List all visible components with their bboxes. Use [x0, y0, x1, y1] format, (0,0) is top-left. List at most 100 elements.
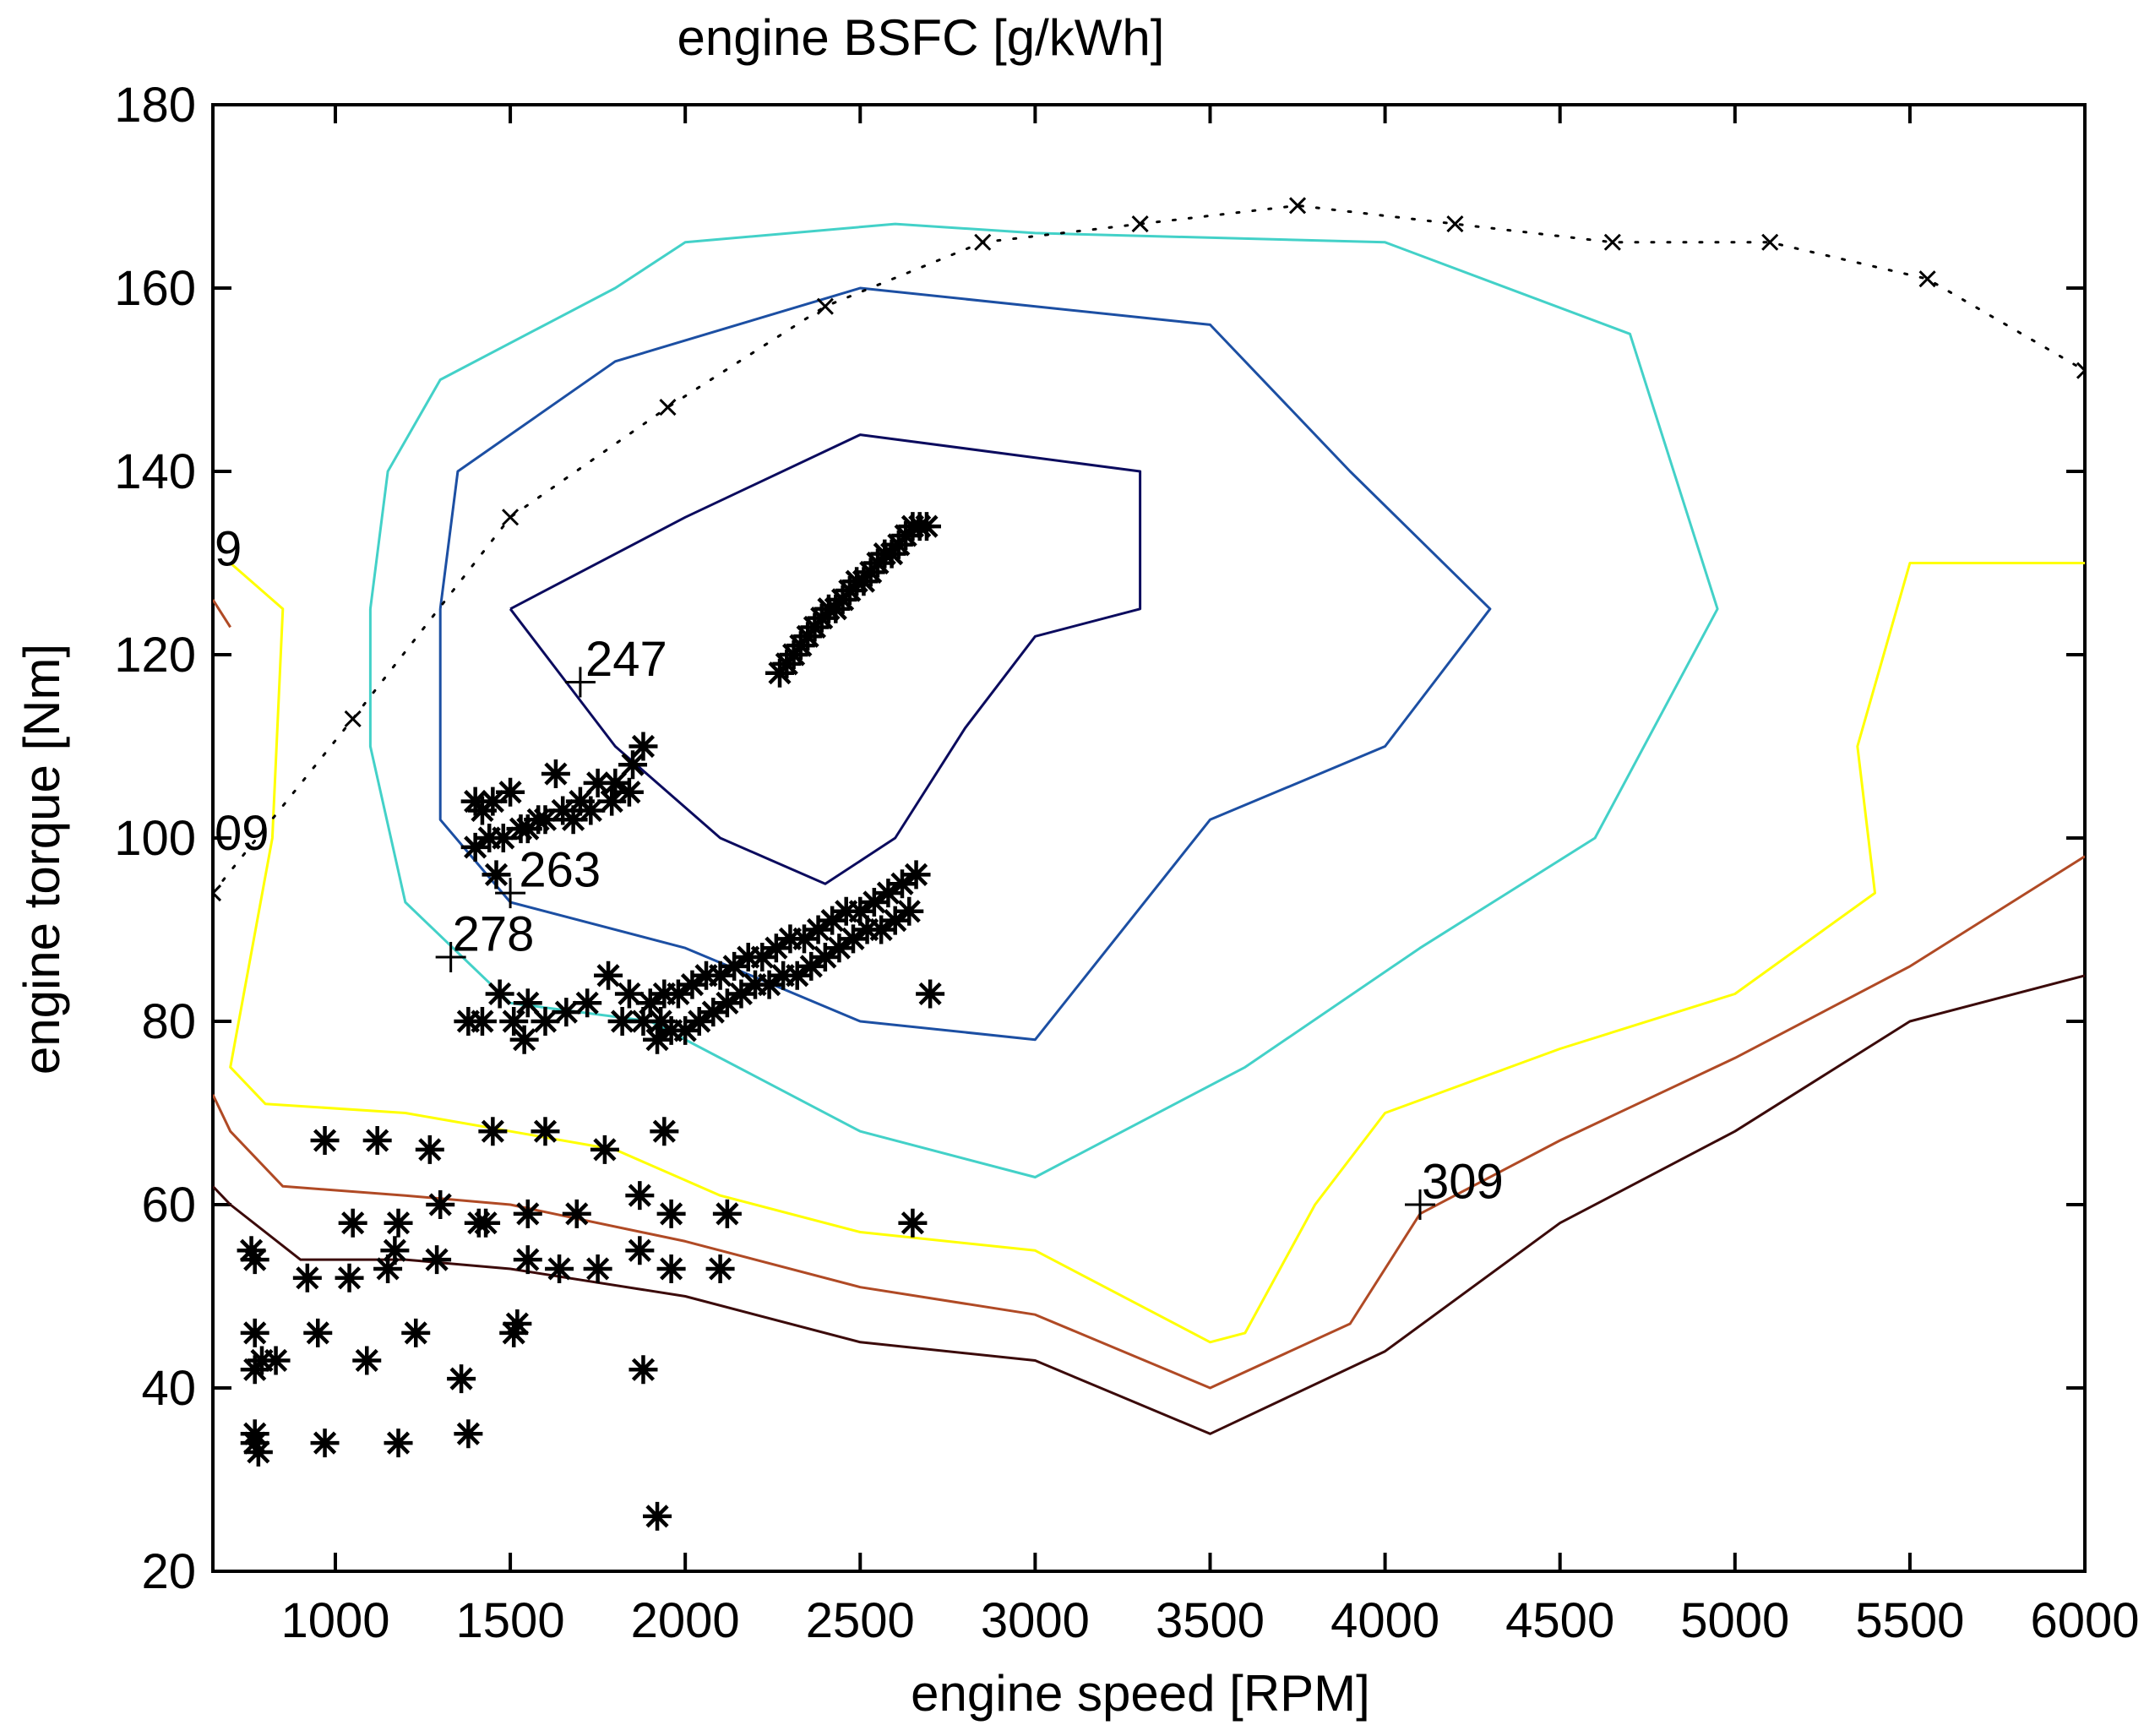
label-cross-marker [564, 667, 596, 698]
operating-point-marker [656, 1199, 686, 1228]
operating-point-marker [782, 961, 812, 990]
y-tick-label: 120 [114, 628, 196, 683]
operating-point-marker [594, 961, 623, 990]
operating-point-marker [558, 805, 588, 835]
operating-point-marker [646, 1007, 676, 1036]
operating-point-marker [471, 1208, 501, 1238]
operating-point-marker [663, 979, 693, 1009]
operating-point-marker [303, 1318, 333, 1347]
x-tick-label: 3000 [981, 1593, 1090, 1648]
contour-line-c2 [438, 286, 1492, 1042]
operating-point-marker [482, 860, 511, 890]
x-tick-label: 1000 [280, 1593, 389, 1648]
operating-point-marker [583, 768, 612, 797]
operating-point-marker [499, 1007, 529, 1036]
y-tick-label: 160 [114, 261, 196, 316]
label-cross-marker [1405, 1189, 1436, 1220]
max-torque-marker [1603, 233, 1621, 251]
max-torque-marker [344, 710, 362, 728]
operating-point-marker [790, 924, 819, 954]
operating-point-marker [335, 1263, 364, 1292]
operating-point-marker [901, 860, 931, 890]
operating-point-marker [761, 933, 791, 963]
max-torque-marker [1761, 233, 1779, 251]
y-tick-label: 60 [141, 1178, 196, 1233]
operating-point-marker [873, 879, 903, 908]
max-torque-marker [1918, 270, 1936, 288]
contour-label: 247 [585, 632, 667, 687]
x-tick-label: 4000 [1330, 1593, 1439, 1648]
x-tick-label: 5000 [1680, 1593, 1789, 1648]
operating-point-marker [748, 943, 777, 972]
plot-area: 1000 1500 2000 2500 3000 3500 4000 4500 5000 5500… [114, 78, 2139, 1648]
contour-line-c4 [229, 562, 2085, 1344]
contour-label: 9 [215, 522, 242, 577]
operating-point-marker [684, 1007, 714, 1036]
operating-point-marker [916, 979, 945, 1009]
operating-point-marker [243, 1437, 273, 1467]
max-torque-marker [1288, 197, 1307, 215]
operating-point-marker [562, 1199, 591, 1228]
y-tick-label: 80 [141, 994, 196, 1049]
operating-point-marker [726, 979, 756, 1009]
operating-point-marker [614, 777, 644, 807]
operating-point-marker [754, 970, 784, 999]
y-tick-label: 180 [114, 78, 196, 133]
x-tick-label: 2000 [631, 1593, 740, 1648]
operating-point-marker [712, 1199, 742, 1228]
contour-line-c5 [213, 599, 231, 629]
operating-point-marker [859, 887, 889, 917]
operating-point-marker [467, 796, 497, 825]
operating-point-marker [240, 1318, 269, 1347]
operating-point-marker [261, 1346, 291, 1375]
contour-label: 09 [215, 806, 269, 861]
operating-point-marker [846, 896, 875, 926]
operating-point-marker [352, 1346, 382, 1375]
operating-point-marker [513, 988, 542, 1018]
operating-point-marker [506, 814, 536, 844]
operating-point-marker [552, 998, 581, 1027]
operating-point-marker [573, 988, 602, 1018]
operating-point-marker [818, 906, 847, 935]
operating-point-marker [677, 970, 707, 999]
x-tick-label: 1500 [456, 1593, 565, 1648]
operating-point-marker [576, 796, 606, 825]
max-torque-marker [213, 884, 222, 902]
y-tick-label: 100 [114, 811, 196, 866]
y-tick-label: 20 [141, 1544, 196, 1599]
x-tick-label: 3500 [1156, 1593, 1265, 1648]
contour-label: 278 [453, 906, 535, 961]
y-axis-title: engine torque [Nm] [14, 644, 70, 1075]
operating-point-marker [911, 512, 941, 541]
operating-point-marker [838, 924, 868, 954]
operating-point-marker [887, 869, 917, 899]
x-axis-title: engine speed [RPM] [911, 1665, 1370, 1722]
x-tick-label: 2500 [806, 1593, 915, 1648]
operating-point-marker [292, 1263, 322, 1292]
operating-point-marker [705, 1254, 735, 1283]
operating-point-marker [629, 1007, 658, 1036]
y-tick-label: 40 [141, 1361, 196, 1416]
max-torque-marker [816, 297, 834, 315]
operating-point-marker [671, 1015, 700, 1045]
operating-point-marker [629, 1355, 658, 1385]
max-torque-marker [1446, 215, 1464, 233]
operating-point-marker [310, 1126, 340, 1156]
operating-point-marker [629, 732, 658, 761]
operating-point-marker [338, 1208, 367, 1238]
label-cross-marker [495, 878, 526, 909]
operating-point-marker [362, 1126, 392, 1156]
operating-point-marker [531, 1007, 560, 1036]
operating-point-marker [880, 906, 910, 935]
operating-point-marker [583, 1254, 612, 1283]
operating-point-marker [384, 1429, 413, 1458]
operating-point-marker [454, 1419, 483, 1449]
operating-point-marker [541, 759, 570, 789]
max-torque-marker [2076, 362, 2085, 379]
operating-point-marker [614, 979, 644, 1009]
x-tick-label: 4500 [1505, 1593, 1614, 1648]
contour-label: 309 [1422, 1154, 1504, 1209]
operating-point-marker [240, 1245, 269, 1275]
contour-line-c6 [213, 855, 2085, 1390]
operating-point-marker [415, 1135, 444, 1164]
